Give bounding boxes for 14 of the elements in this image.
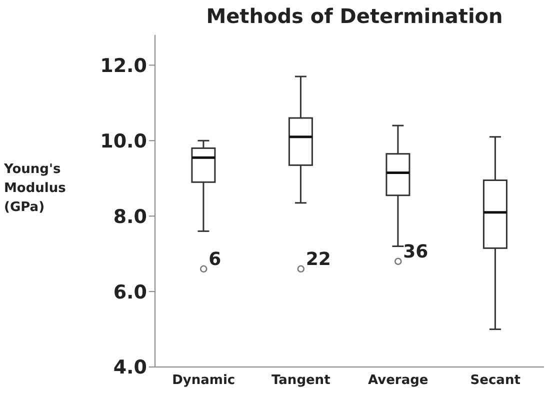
x-tick-label: Dynamic [172, 373, 236, 388]
x-tick-label: Secant [470, 373, 520, 388]
y-tick-label: 12.0 [100, 54, 147, 77]
y-tick-label: 6.0 [113, 281, 147, 304]
y-tick-label: 4.0 [113, 356, 147, 379]
chart-title: Methods of Determination [205, 4, 504, 28]
x-tick-label: Average [368, 373, 428, 388]
annotation: 36 [403, 241, 428, 262]
y-tick-label: 10.0 [100, 130, 147, 152]
x-tick-label: Tangent [271, 373, 330, 388]
annotation: 6 [208, 248, 222, 270]
y-axis-title: Young's Modulus (GPa) [4, 161, 67, 217]
y-tick-label: 8.0 [113, 206, 147, 228]
annotation: 22 [306, 248, 331, 270]
